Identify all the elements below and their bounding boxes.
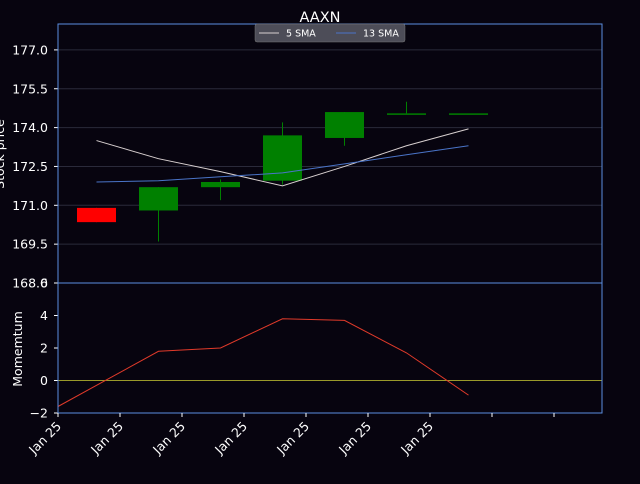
candle-body: [325, 112, 364, 138]
momentum-ytick-label: 0: [40, 373, 48, 388]
momentum-line: [57, 318, 469, 407]
xtick-label: Jan 25: [211, 419, 250, 458]
price-ytick-label: 175.5: [12, 81, 48, 96]
legend-label: 5 SMA: [286, 29, 316, 40]
chart-title: AAXN: [299, 10, 340, 26]
momentum-ylabel: Momemtum: [10, 311, 25, 386]
candle-body: [387, 113, 426, 115]
price-ytick-label: 177.0: [12, 42, 48, 57]
xtick-label: Jan 25: [149, 419, 188, 458]
momentum-ytick-label: 6: [40, 276, 48, 291]
sma-line-5: [96, 128, 469, 187]
candle-body: [139, 187, 178, 211]
xtick-label: Jan 25: [87, 419, 126, 458]
price-ylabel: Stock price: [0, 119, 7, 189]
xtick-label: Jan 25: [25, 419, 64, 458]
legend-label: 13 SMA: [363, 29, 399, 40]
momentum-axes-frame: [57, 282, 603, 414]
momentum-ytick-label: 2: [40, 341, 48, 356]
xtick-label: Jan 25: [335, 419, 374, 458]
price-ytick-label: 174.0: [12, 120, 48, 135]
candle-body: [77, 207, 116, 223]
candle-body: [449, 113, 488, 115]
price-ytick-label: 169.5: [12, 237, 48, 252]
xtick-label: Jan 25: [397, 419, 436, 458]
momentum-ytick-label: −2: [30, 406, 48, 421]
candle-body: [201, 181, 240, 188]
price-ytick-label: 168.0: [12, 276, 48, 291]
momentum-ytick-label: 4: [40, 308, 48, 323]
sma-line-13: [96, 145, 469, 183]
xtick-label: Jan 25: [273, 419, 312, 458]
price-ytick-label: 172.5: [12, 159, 48, 174]
legend-box: [254, 23, 406, 43]
price-ytick-label: 171.0: [12, 198, 48, 213]
